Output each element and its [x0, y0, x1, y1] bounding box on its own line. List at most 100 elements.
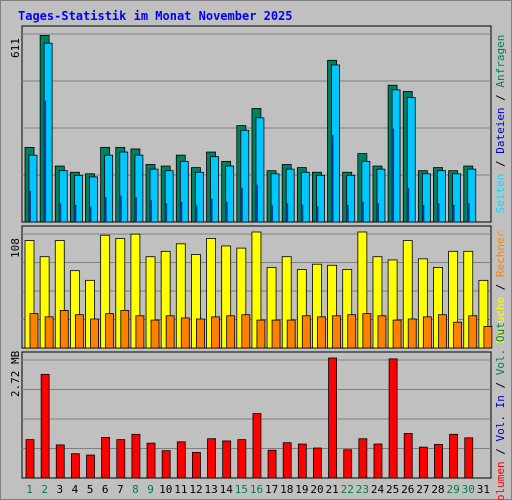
legend-entry: Vol. In [494, 395, 507, 448]
bar-seiten [316, 206, 319, 222]
bar-dateien [421, 173, 431, 223]
legend-entry: Dateien [494, 107, 507, 160]
bar-besuche [402, 240, 413, 349]
bar-rechner [271, 319, 281, 349]
bar-dateien [164, 170, 174, 223]
series-legend: Volumen / Vol. In / Vol. Out [494, 322, 507, 500]
bar-dateien [316, 174, 325, 223]
legend-entry: Vol. Out [494, 322, 507, 382]
bar-volumen [25, 439, 35, 479]
chart-title: Tages-Statistik im Monat November 2025 [18, 9, 293, 23]
bar-besuche [387, 259, 398, 349]
bar-volumen [252, 413, 262, 479]
bar-besuche [115, 238, 126, 349]
bar-rechner [453, 321, 463, 349]
legend-entry: Anfragen [494, 35, 507, 95]
bar-rechner [120, 310, 130, 349]
x-tick-label: 12 [189, 483, 202, 496]
bar-volumen [297, 443, 307, 479]
bar-volumen [55, 444, 65, 479]
bar-volumen [131, 433, 141, 479]
x-tick-label: 25 [386, 483, 399, 496]
bar-dateien [195, 171, 204, 223]
bar-besuche [327, 264, 337, 349]
bar-dateien [285, 168, 295, 223]
bar-besuche [39, 256, 50, 349]
legend-entry: Rechner [494, 230, 507, 283]
bar-besuche [69, 270, 80, 349]
x-tick-label: 13 [204, 483, 217, 496]
x-tick-label: 1 [26, 483, 33, 496]
bar-dateien [452, 173, 462, 223]
bar-besuche [54, 240, 65, 349]
bar-rechner [211, 316, 220, 349]
bar-rechner [392, 319, 402, 349]
bar-dateien [437, 170, 446, 223]
bar-rechner [105, 313, 115, 349]
bar-dateien [255, 117, 265, 223]
bar-rechner [468, 315, 478, 349]
bar-volumen [373, 443, 383, 479]
bar-seiten [195, 204, 198, 222]
series-legend: Seiten / Dateien / Anfragen [494, 35, 507, 214]
bar-dateien [73, 174, 83, 223]
bar-seiten [437, 203, 440, 222]
bar-volumen [70, 453, 80, 479]
bar-dateien [467, 168, 477, 223]
bar-besuche [85, 279, 95, 349]
bar-seiten [271, 204, 274, 222]
bar-volumen [161, 450, 171, 479]
bar-dateien [376, 168, 386, 223]
bar-seiten [255, 184, 258, 222]
bar-rechner [180, 317, 190, 349]
bar-rechner [226, 315, 236, 349]
bar-dateien [346, 174, 356, 223]
x-tick-label: 20 [310, 483, 323, 496]
bar-besuche [417, 258, 428, 349]
bar-seiten [210, 198, 213, 222]
legend-entry: / [494, 94, 507, 107]
bar-volumen [146, 442, 156, 479]
legend-entry: Volumen [494, 461, 507, 500]
bar-seiten [104, 197, 107, 222]
bar-rechner [256, 319, 266, 349]
x-tick-label: 18 [280, 483, 293, 496]
visits-panel: 108 [9, 225, 493, 349]
bar-seiten [119, 195, 122, 222]
bar-besuche [145, 256, 156, 349]
bar-volumen [222, 440, 232, 479]
bar-rechner [347, 314, 357, 349]
bar-dateien [300, 171, 310, 223]
bar-dateien [361, 160, 371, 223]
bar-volumen [328, 357, 337, 479]
bar-seiten [301, 204, 304, 222]
bar-dateien [179, 160, 189, 223]
bar-seiten [150, 200, 153, 222]
x-tick-label: 17 [265, 483, 278, 496]
x-tick-label: 28 [431, 483, 444, 496]
bar-volumen [86, 454, 95, 479]
bar-rechner [317, 316, 326, 349]
bar-besuche [312, 263, 322, 349]
bar-seiten [89, 206, 92, 222]
bar-rechner [438, 314, 447, 349]
bar-rechner [422, 316, 432, 349]
bar-rechner [407, 318, 417, 349]
bar-volumen [464, 437, 474, 479]
bar-seiten [59, 203, 62, 222]
bar-besuche [130, 233, 141, 349]
bar-seiten [29, 190, 31, 222]
bar-rechner [135, 315, 145, 349]
volume-panel: 2.72 MB [9, 350, 492, 479]
bar-besuche [175, 243, 186, 349]
legend-entry: / [494, 448, 507, 461]
legend-entry: Seiten [494, 174, 507, 214]
x-tick-label: 27 [416, 483, 429, 496]
x-tick-label: 7 [117, 483, 124, 496]
y-max-label: 108 [9, 238, 22, 258]
bar-rechner [59, 310, 69, 349]
bar-rechner [90, 318, 99, 349]
bar-seiten [44, 100, 47, 222]
bar-besuche [281, 256, 292, 349]
bar-rechner [165, 315, 175, 349]
